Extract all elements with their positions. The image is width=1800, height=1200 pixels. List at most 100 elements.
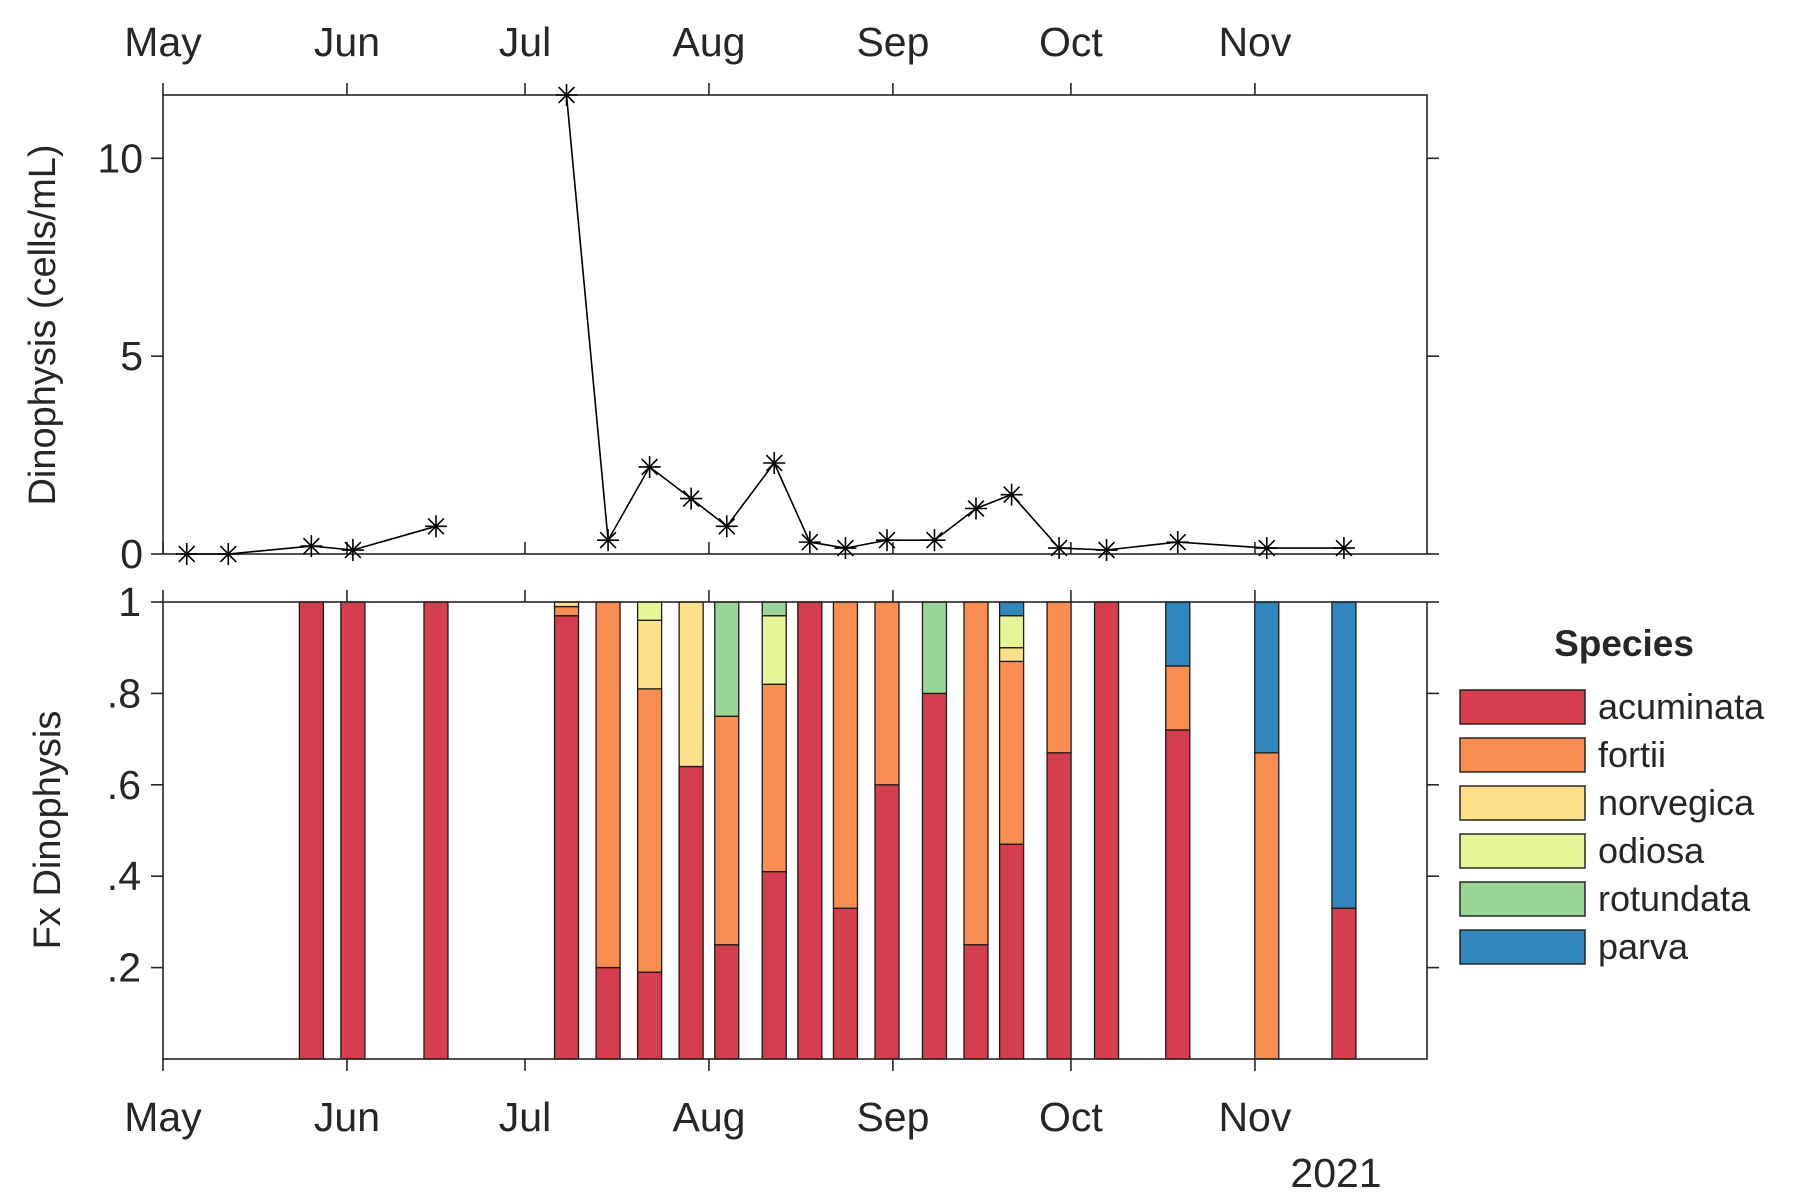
dinophysis-concentration-chart: Dinophysis (cells/mL) May Jun Jul Aug Sep Oct… — [22, 19, 1439, 577]
bar-segment-acuminata — [553, 615, 580, 1060]
asterisk-marker — [1332, 537, 1355, 560]
stacked-bar — [874, 601, 900, 1060]
stacked-bar — [1165, 601, 1191, 1060]
legend-swatch-odiosa — [1459, 833, 1586, 869]
bar-segment-norvegica — [678, 601, 704, 768]
bar-segment-norvegica — [636, 619, 663, 690]
bar-segment-odiosa — [761, 615, 787, 685]
asterisk-marker — [1255, 537, 1278, 560]
top-y-tick-label: 10 — [97, 135, 143, 181]
bar-segment-acuminata — [1046, 752, 1072, 1060]
asterisk-marker — [597, 529, 620, 552]
legend-label-fortii: fortii — [1598, 734, 1666, 775]
stacked-bar — [423, 601, 449, 1060]
bottom-month-label: Sep — [856, 1094, 929, 1140]
stacked-bar — [636, 601, 663, 1060]
bar-segment-norvegica — [998, 647, 1025, 663]
concentration-line — [565, 94, 1344, 551]
asterisk-marker — [715, 515, 738, 538]
legend-label-odiosa: odiosa — [1598, 830, 1705, 871]
stacked-bar — [340, 601, 366, 1060]
bar-segment-acuminata — [1093, 601, 1120, 1060]
stacked-bar — [678, 601, 704, 1060]
asterisk-marker — [834, 537, 857, 560]
bar-segment-fortii — [1046, 601, 1072, 754]
top-month-label: Oct — [1039, 19, 1103, 65]
bar-segment-acuminata — [963, 944, 989, 1060]
bar-segment-acuminata — [998, 843, 1025, 1060]
bottom-month-label: Aug — [672, 1094, 745, 1140]
bottom-y-tick-label: 1 — [118, 579, 141, 625]
legend-label-acuminata: acuminata — [1598, 686, 1765, 727]
stacked-bar — [714, 601, 740, 1060]
stacked-bar — [595, 601, 621, 1060]
bar-segment-rotundata — [921, 601, 948, 695]
bar-segment-acuminata — [714, 944, 740, 1060]
bar-segment-fortii — [1165, 665, 1191, 731]
bottom-y-tick-label: .2 — [107, 945, 141, 991]
asterisk-marker — [341, 539, 364, 562]
year-label: 2021 — [1290, 1150, 1381, 1196]
legend-swatch-norvegica — [1459, 785, 1586, 821]
legend-title: Species — [1554, 623, 1694, 664]
bar-segment-acuminata — [1331, 907, 1357, 1060]
top-y-axis-title: Dinophysis (cells/mL) — [22, 144, 64, 505]
bar-segment-fortii — [963, 601, 989, 946]
bar-segment-acuminata — [874, 784, 900, 1060]
top-y-tick-label: 0 — [120, 531, 143, 577]
asterisk-marker — [680, 487, 703, 510]
asterisk-marker — [875, 529, 898, 552]
bar-segment-fortii — [998, 660, 1025, 845]
asterisk-marker — [555, 84, 578, 106]
stacked-bar — [761, 601, 787, 1060]
asterisk-marker — [923, 529, 946, 552]
asterisk-marker — [1095, 539, 1118, 562]
bar-segment-fortii — [636, 688, 663, 973]
bar-segment-fortii — [832, 601, 859, 909]
stacked-bar — [1046, 601, 1072, 1060]
bar-segment-acuminata — [797, 601, 823, 1060]
stacked-bar — [1331, 601, 1357, 1060]
asterisk-marker — [964, 497, 987, 520]
bar-segment-acuminata — [636, 971, 663, 1060]
bar-segment-acuminata — [1165, 729, 1191, 1060]
legend-label-parva: parva — [1598, 926, 1689, 967]
top-month-label: Jul — [499, 19, 551, 65]
stacked-bar — [921, 601, 948, 1060]
bar-segment-acuminata — [595, 966, 621, 1060]
asterisk-marker — [175, 543, 198, 565]
top-month-label: Jun — [314, 19, 380, 65]
bar-segment-parva — [1165, 601, 1191, 667]
bar-segment-acuminata — [423, 601, 449, 1060]
bar-segment-rotundata — [714, 601, 740, 717]
legend-swatch-acuminata — [1459, 689, 1586, 725]
asterisk-marker — [217, 543, 240, 565]
bar-segment-odiosa — [998, 615, 1025, 649]
bottom-month-label: Jul — [499, 1094, 551, 1140]
bar-segment-acuminata — [678, 765, 704, 1060]
bar-segment-fortii — [553, 605, 580, 617]
species-fraction-chart: Fx Dinophysis 2021 May Jun Jul Aug Sep Oct Nov… — [27, 579, 1439, 1196]
legend-swatch-fortii — [1459, 737, 1586, 773]
stacked-bar — [797, 601, 823, 1060]
asterisk-marker — [638, 455, 661, 478]
asterisk-marker — [798, 531, 821, 554]
bar-segment-rotundata — [761, 601, 787, 617]
bar-segment-acuminata — [298, 601, 325, 1060]
stacked-bar — [553, 601, 580, 1060]
bottom-month-label: Oct — [1039, 1094, 1103, 1140]
bottom-y-tick-label: .6 — [107, 762, 141, 808]
bottom-plot-frame — [162, 601, 1428, 1060]
top-month-label: May — [124, 19, 202, 65]
bar-segment-acuminata — [832, 907, 859, 1060]
legend-swatch-rotundata — [1459, 881, 1586, 917]
bar-segment-acuminata — [921, 692, 948, 1060]
bar-segment-odiosa — [636, 601, 663, 621]
bar-segment-fortii — [874, 601, 900, 786]
stacked-bar — [1093, 601, 1120, 1060]
bottom-month-label: Jun — [314, 1094, 380, 1140]
bar-segment-parva — [998, 601, 1025, 617]
top-month-label: Sep — [856, 19, 929, 65]
bottom-y-axis-title: Fx Dinophysis — [27, 711, 69, 950]
